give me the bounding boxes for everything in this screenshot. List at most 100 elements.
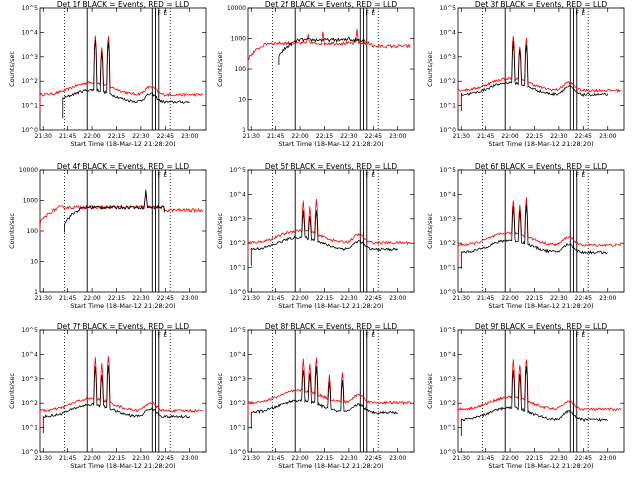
panel-title: Det 5f BLACK = Events, RED = LLD bbox=[265, 162, 398, 171]
x-tick-label: 22:30 bbox=[550, 133, 567, 140]
panel-title: Det 2f BLACK = Events, RED = LLD bbox=[265, 0, 398, 9]
y-tick-label: 10^2 bbox=[22, 78, 39, 85]
y-tick-label: 10^3 bbox=[440, 216, 457, 223]
y-tick-label: 100 bbox=[235, 66, 247, 73]
x-tick-label: 23:00 bbox=[599, 295, 616, 302]
panel-title: Det 8f BLACK = Events, RED = LLD bbox=[265, 322, 398, 331]
x-tick-label: 22:45 bbox=[157, 455, 174, 462]
x-tick-label: 22:30 bbox=[132, 295, 149, 302]
events-series-line bbox=[250, 366, 398, 429]
lld-series-line bbox=[39, 356, 203, 428]
events-series-line bbox=[62, 39, 190, 119]
x-tick-label: 21:30 bbox=[243, 455, 260, 462]
x-tick-label: 22:15 bbox=[108, 455, 125, 462]
y-tick-label: 10^3 bbox=[230, 376, 247, 383]
events-series-line bbox=[460, 366, 608, 437]
x-tick-label: 22:15 bbox=[526, 133, 543, 140]
detector-panel: Det 3f BLACK = Events, RED = LLD 10^0 10^1… bbox=[426, 0, 625, 148]
x-tick-label: 22:45 bbox=[365, 455, 382, 462]
marker-label-f: F bbox=[576, 10, 580, 17]
x-tick-label: 22:15 bbox=[108, 133, 125, 140]
y-tick-label: 10^3 bbox=[22, 376, 39, 383]
x-tick-label: 21:45 bbox=[267, 133, 284, 140]
x-tick-label: 22:30 bbox=[340, 295, 357, 302]
y-tick-label: 10000 bbox=[227, 5, 246, 12]
y-tick-label: 10^1 bbox=[440, 425, 457, 432]
panel-title: Det 4f BLACK = Events, RED = LLD bbox=[57, 162, 190, 171]
marker-label-e: E bbox=[164, 172, 168, 179]
x-tick-label: 21:45 bbox=[477, 133, 494, 140]
y-axis-label: Counts/sec bbox=[426, 373, 434, 409]
events-series-line bbox=[460, 204, 608, 269]
x-tick-label: 21:45 bbox=[59, 133, 76, 140]
y-tick-label: 10^4 bbox=[230, 191, 247, 198]
y-tick-label: 10^5 bbox=[230, 327, 247, 334]
x-tick-label: 22:15 bbox=[316, 455, 333, 462]
x-tick-label: 23:00 bbox=[599, 133, 616, 140]
detector-panel: Det 2f BLACK = Events, RED = LLD 1 10 100 10… bbox=[216, 0, 415, 148]
x-tick-label: 21:45 bbox=[477, 295, 494, 302]
y-tick-label: 10^2 bbox=[230, 400, 247, 407]
x-tick-label: 21:30 bbox=[35, 133, 52, 140]
x-tick-label: 21:45 bbox=[267, 295, 284, 302]
x-tick-label: 22:00 bbox=[83, 455, 100, 462]
x-tick-label: 21:45 bbox=[477, 455, 494, 462]
x-tick-label: 23:00 bbox=[181, 295, 198, 302]
y-tick-label: 10^2 bbox=[22, 400, 39, 407]
y-axis-label: Counts/sec bbox=[216, 373, 224, 409]
x-tick-label: 22:15 bbox=[316, 295, 333, 302]
x-tick-label: 22:30 bbox=[340, 455, 357, 462]
lld-series-line bbox=[457, 35, 622, 107]
x-tick-label: 21:30 bbox=[243, 295, 260, 302]
marker-label-e: E bbox=[164, 10, 168, 17]
detector-panel: Det 7f BLACK = Events, RED = LLD 10^0 10^1… bbox=[8, 322, 207, 470]
x-tick-label: 21:30 bbox=[453, 295, 470, 302]
x-tick-label: 22:15 bbox=[316, 133, 333, 140]
y-tick-label: 10^2 bbox=[440, 400, 457, 407]
x-axis-label: Start Time (18-Mar-12 21:28:20) bbox=[488, 462, 593, 470]
marker-label-f: F bbox=[366, 172, 370, 179]
y-tick-label: 10^0 bbox=[230, 449, 247, 456]
y-tick-label: 10^5 bbox=[440, 167, 457, 174]
y-tick-label: 1 bbox=[242, 127, 246, 134]
y-tick-label: 10^4 bbox=[440, 29, 457, 36]
y-tick-label: 10 bbox=[238, 97, 246, 104]
marker-label-e: E bbox=[372, 332, 376, 339]
y-axis-label: Counts/sec bbox=[8, 373, 16, 409]
y-axis-label: Counts/sec bbox=[426, 213, 434, 249]
y-tick-label: 10^1 bbox=[230, 265, 247, 272]
x-tick-label: 22:45 bbox=[157, 133, 174, 140]
detector-panel: Det 8f BLACK = Events, RED = LLD 10^0 10^1… bbox=[216, 322, 415, 470]
y-tick-label: 10^0 bbox=[22, 127, 39, 134]
x-tick-label: 23:00 bbox=[389, 455, 406, 462]
x-tick-label: 23:00 bbox=[181, 455, 198, 462]
detector-panel: Det 4f BLACK = Events, RED = LLD 1 10 100 10… bbox=[8, 162, 207, 310]
x-tick-label: 22:30 bbox=[340, 133, 357, 140]
marker-label-f: F bbox=[158, 332, 162, 339]
x-tick-label: 23:00 bbox=[599, 455, 616, 462]
y-tick-label: 10000 bbox=[19, 167, 38, 174]
x-tick-label: 22:45 bbox=[365, 295, 382, 302]
plot-frame bbox=[39, 169, 207, 293]
lld-series-line bbox=[247, 28, 411, 69]
x-tick-label: 22:00 bbox=[83, 133, 100, 140]
y-tick-label: 10^5 bbox=[230, 167, 247, 174]
marker-label-f: F bbox=[576, 172, 580, 179]
events-series-line bbox=[250, 210, 399, 266]
y-tick-label: 10^4 bbox=[230, 351, 247, 358]
x-tick-label: 22:45 bbox=[157, 295, 174, 302]
y-tick-label: 10^0 bbox=[440, 289, 457, 296]
x-tick-label: 22:00 bbox=[291, 295, 308, 302]
lld-series-line bbox=[457, 197, 622, 262]
x-tick-label: 22:15 bbox=[526, 295, 543, 302]
y-tick-label: 10^0 bbox=[230, 289, 247, 296]
y-tick-label: 10 bbox=[30, 259, 38, 266]
y-tick-label: 10^2 bbox=[230, 240, 247, 247]
y-tick-label: 10^4 bbox=[22, 29, 39, 36]
x-tick-label: 22:30 bbox=[550, 295, 567, 302]
y-tick-label: 10^1 bbox=[230, 425, 247, 432]
x-tick-label: 21:45 bbox=[267, 455, 284, 462]
y-tick-label: 10^1 bbox=[440, 265, 457, 272]
panel-title: Det 6f BLACK = Events, RED = LLD bbox=[475, 162, 608, 171]
